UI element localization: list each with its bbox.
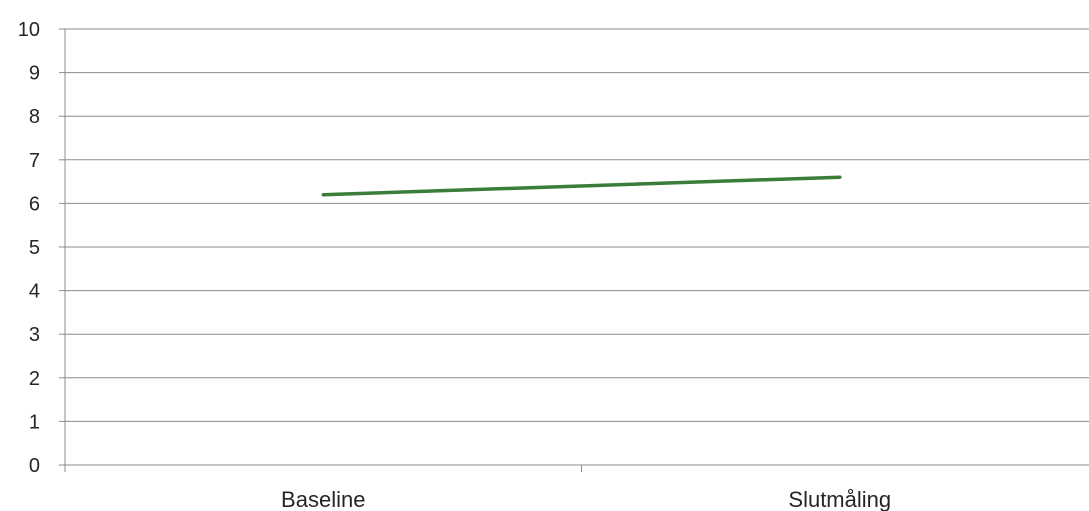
x-category-label: Slutmåling xyxy=(788,487,891,511)
y-tick-label: 5 xyxy=(29,237,40,259)
y-tick-label: 9 xyxy=(29,63,40,85)
x-category-label: Baseline xyxy=(281,487,365,511)
y-tick-label: 2 xyxy=(29,368,40,390)
series-line-0 xyxy=(321,175,842,197)
y-tick-label: 0 xyxy=(29,455,40,477)
series-lines xyxy=(321,175,842,197)
x-category-labels: Baseline Slutmåling xyxy=(281,487,891,511)
y-tick-label: 6 xyxy=(29,193,40,215)
gridlines xyxy=(65,28,1089,422)
y-tick-label: 10 xyxy=(18,19,40,41)
y-tick-label: 4 xyxy=(29,281,40,303)
y-tick-label: 1 xyxy=(29,411,40,433)
y-tick-label: 3 xyxy=(29,324,40,346)
y-tick-label: 8 xyxy=(29,106,40,128)
y-tick-label: 7 xyxy=(29,150,40,172)
axes xyxy=(59,28,1089,472)
y-tick-labels: 0 1 2 3 4 5 6 7 8 9 10 xyxy=(18,19,40,477)
